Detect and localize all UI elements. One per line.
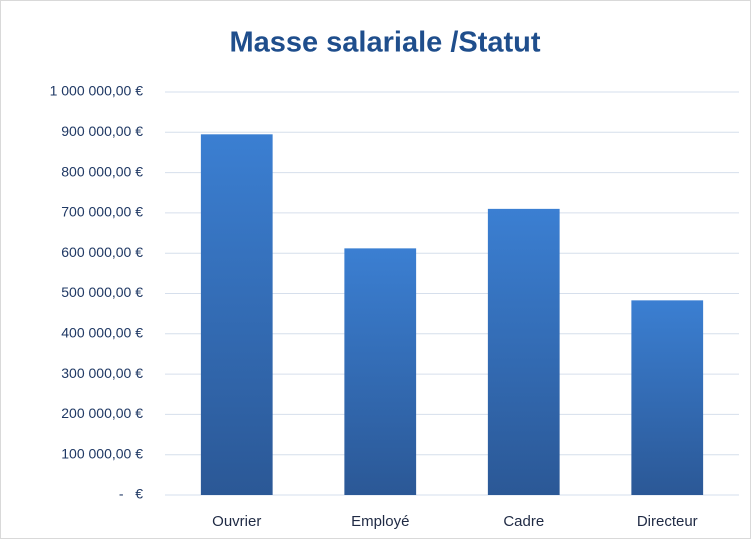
y-tick-label: 900 000,00 € <box>61 123 143 139</box>
y-tick-label: 600 000,00 € <box>61 244 143 260</box>
bar <box>200 134 273 495</box>
x-tick-label: Ouvrier <box>212 513 261 530</box>
y-tick-label: 500 000,00 € <box>61 284 143 300</box>
y-tick-label: 400 000,00 € <box>61 325 143 341</box>
y-tick-label: 100 000,00 € <box>61 445 143 461</box>
y-tick-label: - € <box>119 486 143 502</box>
chart-title: Masse salariale /Statut <box>229 27 540 59</box>
y-tick-label: 200 000,00 € <box>61 405 143 421</box>
x-tick-label: Directeur <box>637 513 698 530</box>
y-tick-label: 300 000,00 € <box>61 365 143 381</box>
bar <box>631 300 704 495</box>
y-tick-label: 1 000 000,00 € <box>50 83 144 99</box>
y-tick-label: 700 000,00 € <box>61 204 143 220</box>
x-tick-label: Cadre <box>503 513 544 530</box>
bar <box>487 208 560 495</box>
x-tick-label: Employé <box>351 513 409 530</box>
y-tick-label: 800 000,00 € <box>61 163 143 179</box>
bar <box>344 248 417 495</box>
